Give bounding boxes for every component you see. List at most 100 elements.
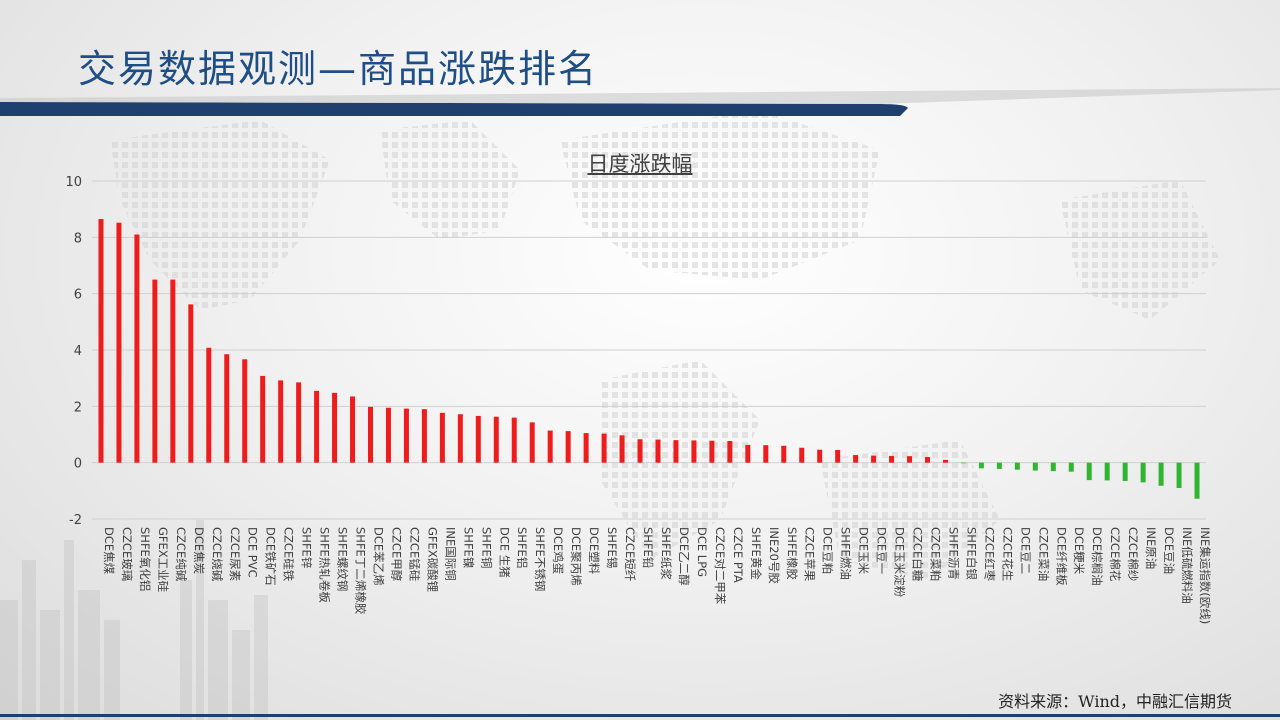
bar — [817, 449, 823, 463]
x-tick-label: CZCE对二甲苯 — [713, 527, 727, 605]
bar — [907, 456, 913, 463]
bar — [457, 414, 463, 463]
bar — [1176, 462, 1182, 489]
x-tick-label: INE国际铜 — [443, 527, 457, 581]
x-tick-label: DCE乙二醇 — [677, 527, 691, 586]
bar — [152, 279, 158, 463]
bar — [889, 455, 895, 463]
bar — [332, 392, 338, 463]
x-tick-label: CZCE甲醇 — [389, 527, 403, 582]
footer-divider — [0, 714, 1280, 717]
x-tick-label: DCE苯乙烯 — [372, 527, 386, 586]
bar — [260, 375, 266, 463]
bar — [206, 347, 212, 463]
source-note: 资料来源：Wind，中融汇信期货 — [998, 692, 1232, 711]
x-tick-label: DCE 生猪 — [497, 527, 511, 578]
bar — [314, 390, 320, 463]
bar — [565, 431, 571, 463]
slide-title: 交易数据观测—商品涨跌排名 — [78, 47, 599, 91]
x-tick-label: CZCE短纤 — [623, 527, 637, 582]
bar — [853, 455, 859, 463]
y-tick-label: 6 — [74, 288, 82, 303]
x-tick-label: DCE LPG — [695, 527, 709, 577]
x-tick-label: DCE PVC — [246, 527, 260, 578]
x-tick-label: DCE豆二 — [1018, 527, 1032, 574]
bar — [781, 445, 787, 463]
x-tick-label: INE20号胶 — [767, 527, 781, 584]
chart-title: 日度涨跌幅 — [587, 152, 693, 176]
x-tick-label: SHFE铜 — [479, 527, 493, 568]
x-tick-label: SHFE沥青 — [946, 527, 960, 580]
x-tick-label: SHFE不锈钢 — [533, 527, 547, 591]
x-tick-label: GFEX工业硅 — [156, 527, 170, 593]
x-tick-label: DCE粳米 — [1072, 527, 1086, 575]
x-tick-label: DCE豆一 — [875, 527, 889, 575]
bar — [385, 407, 391, 463]
bar — [1068, 462, 1074, 472]
y-tick-label: 8 — [74, 231, 82, 246]
x-tick-label: SHFE纸浆 — [659, 527, 673, 580]
x-tick-label: CZCE硅铁 — [282, 527, 296, 582]
bar — [224, 354, 230, 463]
x-tick-label: CZCE红枣 — [982, 527, 996, 582]
bar — [655, 439, 661, 463]
bar — [1050, 462, 1056, 472]
bar — [368, 406, 373, 463]
bar — [1014, 462, 1020, 470]
y-tick-label: -2 — [69, 513, 82, 528]
x-tick-label: CZCE玻璃 — [120, 527, 134, 581]
x-tick-label: DCE玉米淀粉 — [893, 527, 907, 598]
y-tick-label: 4 — [74, 344, 82, 359]
x-tick-label: CZCE棉花 — [1108, 527, 1122, 582]
x-tick-label: SHFE铝 — [515, 527, 529, 568]
bar — [1158, 462, 1164, 486]
x-tick-label: SHFE铅 — [641, 527, 655, 569]
bar — [1032, 462, 1038, 471]
y-tick-label: 2 — [74, 400, 82, 415]
y-tick-label: 0 — [74, 457, 82, 472]
x-tick-label: SHFE螺纹钢 — [336, 527, 350, 591]
x-tick-label: CZCE花生 — [1000, 527, 1014, 581]
x-tick-label: INE低硫燃料油 — [1180, 527, 1194, 604]
bar — [673, 440, 679, 463]
bar — [1140, 462, 1146, 483]
x-tick-label: DCE铁矿石 — [264, 527, 278, 586]
bar — [619, 435, 625, 463]
x-tick-label: SHFE氧化铝 — [138, 527, 152, 591]
bar — [745, 444, 751, 463]
x-tick-label: GFEX碳酸锂 — [425, 527, 439, 592]
x-tick-label: DCE棕榈油 — [1090, 527, 1104, 586]
bar — [583, 433, 589, 463]
x-tick-label: DCE纤维板 — [1054, 527, 1068, 586]
bar — [1104, 462, 1110, 481]
bar — [709, 440, 715, 463]
x-tick-label: SHFE橡胶 — [785, 527, 799, 580]
x-tick-label: CZCE烧碱 — [210, 527, 224, 582]
bar — [978, 462, 984, 469]
x-tick-label: SHFE白银 — [964, 527, 978, 580]
bar — [637, 439, 643, 463]
bar — [601, 433, 607, 463]
bar — [296, 382, 302, 463]
x-tick-label: DCE玉米 — [857, 527, 871, 575]
x-tick-label: DCE鸡蛋 — [551, 527, 565, 575]
bar — [925, 457, 930, 463]
x-tick-label: DCE塑料 — [587, 527, 601, 575]
bar — [350, 396, 356, 463]
bar — [835, 449, 841, 463]
x-tick-label: SHFE锡 — [605, 527, 619, 568]
x-tick-label: SHFE锌 — [300, 527, 314, 569]
bar — [493, 416, 499, 463]
x-tick-label: CZCE菜油 — [1036, 527, 1050, 581]
bar — [242, 359, 248, 463]
x-tick-label: DCE聚丙烯 — [569, 527, 583, 586]
bar — [170, 279, 176, 463]
bar — [1122, 462, 1128, 481]
x-tick-label: INE原油 — [1144, 527, 1158, 569]
bar — [188, 304, 194, 463]
bar — [727, 440, 733, 463]
bar — [98, 219, 104, 463]
x-tick-label: INE集运指数(欧线) — [1198, 527, 1212, 624]
bar — [996, 462, 1002, 469]
